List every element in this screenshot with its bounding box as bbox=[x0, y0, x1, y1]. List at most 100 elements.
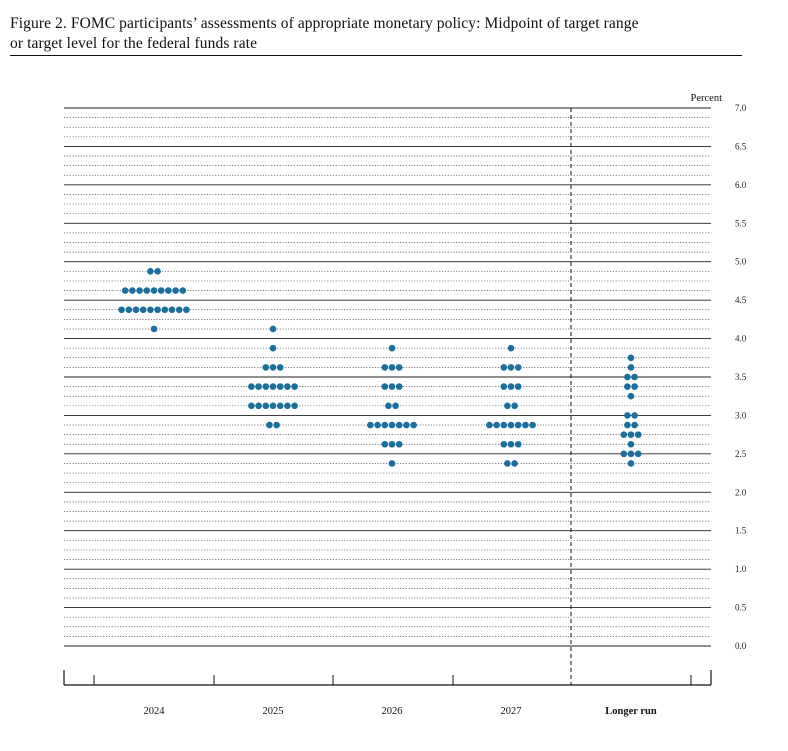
participant-dot bbox=[118, 306, 125, 314]
participant-dot bbox=[367, 421, 374, 429]
participant-dot bbox=[129, 287, 136, 294]
participant-dot bbox=[150, 325, 158, 333]
participant-dot bbox=[507, 421, 515, 429]
participant-dot bbox=[395, 383, 403, 390]
participant-dot bbox=[255, 383, 262, 390]
participant-dot bbox=[165, 287, 172, 294]
participant-dot bbox=[631, 383, 638, 390]
participant-dot bbox=[154, 268, 161, 275]
participant-dot bbox=[624, 412, 631, 419]
participant-dot bbox=[627, 392, 635, 400]
y-tick-label: 2.5 bbox=[735, 449, 747, 459]
participant-dot bbox=[273, 421, 280, 429]
participant-dot bbox=[147, 268, 154, 275]
participant-dot bbox=[507, 364, 515, 371]
participant-dot bbox=[168, 306, 176, 314]
participant-dot bbox=[154, 306, 161, 314]
participant-dot bbox=[147, 306, 154, 314]
y-tick-label: 6.5 bbox=[735, 141, 747, 151]
participant-dot bbox=[388, 383, 396, 390]
participant-dot bbox=[507, 383, 515, 390]
participant-dot bbox=[500, 383, 508, 390]
participant-dot bbox=[183, 306, 190, 314]
participant-dot bbox=[631, 421, 638, 429]
participant-dot bbox=[385, 402, 392, 410]
y-tick-label: 2.0 bbox=[735, 487, 747, 497]
participant-dot bbox=[500, 421, 508, 429]
participant-dot bbox=[269, 325, 277, 333]
participant-dot bbox=[627, 354, 635, 362]
participant-dot bbox=[136, 287, 143, 294]
x-category-label: 2027 bbox=[501, 706, 522, 717]
participant-dot bbox=[172, 287, 179, 294]
participant-dot bbox=[392, 402, 399, 410]
x-category-label: Longer run bbox=[605, 706, 657, 717]
participant-dot bbox=[125, 306, 133, 314]
participant-dot bbox=[388, 344, 396, 352]
participant-dot bbox=[627, 460, 635, 467]
participant-dot bbox=[511, 460, 518, 467]
participant-dot bbox=[507, 440, 515, 448]
participant-dot bbox=[381, 440, 389, 448]
y-tick-label: 5.5 bbox=[735, 218, 747, 228]
participant-dot bbox=[511, 402, 518, 410]
y-tick-label: 6.0 bbox=[735, 180, 747, 190]
participant-dot bbox=[634, 431, 642, 438]
participant-dot bbox=[276, 383, 284, 390]
participant-dot bbox=[395, 421, 403, 429]
x-category-label: 2024 bbox=[144, 706, 166, 717]
participant-dot bbox=[381, 383, 389, 390]
participant-dot bbox=[631, 373, 638, 381]
participant-dot bbox=[500, 364, 508, 371]
participant-dot bbox=[269, 344, 277, 352]
x-axis bbox=[63, 108, 712, 686]
participant-dot bbox=[514, 383, 522, 390]
participant-dot bbox=[291, 383, 298, 390]
participant-dot bbox=[486, 421, 493, 429]
participant-dot bbox=[620, 431, 628, 438]
y-tick-label: 1.5 bbox=[735, 526, 747, 536]
participant-dot bbox=[139, 306, 147, 314]
participant-dot bbox=[248, 383, 255, 390]
participant-dot bbox=[624, 383, 631, 390]
participant-dot bbox=[522, 421, 529, 429]
participant-dot bbox=[504, 402, 511, 410]
participant-dot bbox=[262, 383, 270, 390]
dots bbox=[118, 268, 642, 467]
participant-dot bbox=[627, 440, 635, 448]
participant-dot bbox=[634, 450, 642, 458]
participant-dot bbox=[248, 402, 255, 410]
participant-dot bbox=[143, 287, 151, 294]
participant-dot bbox=[269, 383, 277, 390]
category-labels: 2024 2025 2026 2027 Longer run bbox=[144, 706, 657, 717]
y-tick-label: 7.0 bbox=[735, 103, 747, 113]
participant-dot bbox=[132, 306, 140, 314]
participant-dot bbox=[504, 460, 511, 467]
figure-title-line-2: or target level for the federal funds ra… bbox=[10, 35, 258, 52]
participant-dot bbox=[631, 412, 638, 419]
participant-dot bbox=[179, 287, 187, 294]
participant-dot bbox=[269, 364, 277, 371]
participant-dot bbox=[157, 287, 165, 294]
participant-dot bbox=[276, 402, 284, 410]
y-tick-label: 0.0 bbox=[735, 641, 747, 651]
x-category-label: 2025 bbox=[263, 706, 284, 717]
y-tick-label: 5.0 bbox=[735, 257, 747, 267]
participant-dot bbox=[388, 440, 396, 448]
title-rule bbox=[10, 55, 742, 56]
figure-title-line-1: Figure 2. FOMC participants’ assessments… bbox=[10, 15, 639, 32]
participant-dot bbox=[276, 364, 284, 371]
participant-dot bbox=[161, 306, 169, 314]
participant-dot bbox=[627, 431, 635, 438]
participant-dot bbox=[121, 287, 129, 294]
participant-dot bbox=[514, 421, 522, 429]
y-tick-labels: 0.0 0.5 1.0 1.5 2.0 2.5 3.0 3.5 4.0 4.5 5.0 5.5 6.0 6… bbox=[735, 103, 747, 651]
participant-dot bbox=[388, 364, 396, 371]
participant-dot bbox=[514, 440, 522, 448]
participant-dot bbox=[291, 402, 298, 410]
participant-dot bbox=[381, 364, 389, 371]
participant-dot bbox=[620, 450, 628, 458]
participant-dot bbox=[262, 364, 270, 371]
participant-dot bbox=[381, 421, 389, 429]
participant-dot bbox=[514, 364, 522, 371]
